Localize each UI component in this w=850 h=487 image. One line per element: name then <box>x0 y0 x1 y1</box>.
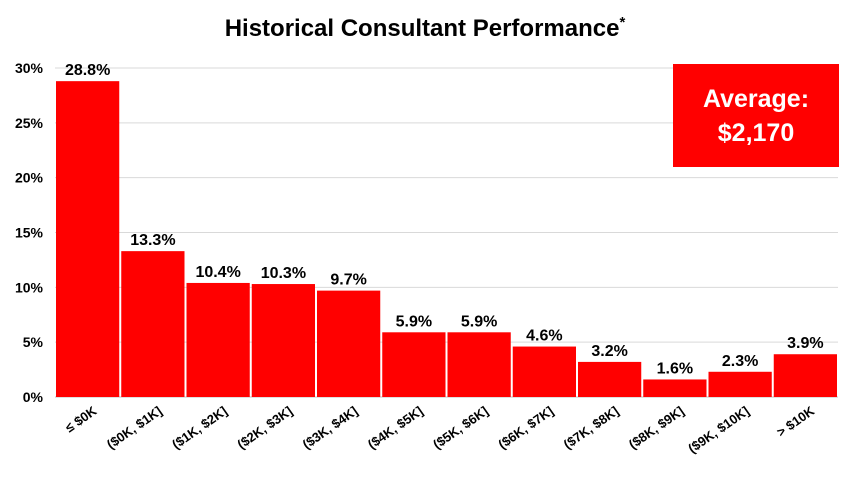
chart-title-text: Historical Consultant Performance <box>224 15 620 42</box>
bar <box>251 284 315 397</box>
data-label: 3.9% <box>787 335 823 352</box>
chart-title: Historical Consultant Performance* <box>0 14 850 43</box>
x-tick-label: ($9K, $10K] <box>685 403 752 456</box>
y-tick-label: 30% <box>15 60 44 76</box>
bar <box>121 251 185 397</box>
y-tick-label: 10% <box>15 279 44 295</box>
x-tick-label: ($1K, $2K] <box>169 403 230 452</box>
bar <box>56 81 120 397</box>
y-tick-label: 20% <box>15 170 44 186</box>
x-tick-label: ($0K, $1K] <box>104 403 165 452</box>
x-tick-label: ($7K, $8K] <box>561 403 622 452</box>
average-value: $2,170 <box>717 118 795 147</box>
x-tick-label: > $10K <box>774 403 818 440</box>
x-tick-label: ($4K, $5K] <box>365 403 426 452</box>
data-label: 5.9% <box>396 313 432 330</box>
x-tick-label: ≤ $0K <box>62 403 99 435</box>
data-label: 3.2% <box>591 343 627 360</box>
bar <box>773 354 837 397</box>
x-tick-label: ($5K, $6K] <box>430 403 491 452</box>
y-tick-label: 5% <box>23 334 44 350</box>
data-label: 28.8% <box>65 62 110 79</box>
x-tick-label: ($8K, $9K] <box>626 403 687 452</box>
bar <box>382 332 446 397</box>
bar <box>578 361 642 397</box>
bar <box>708 371 772 397</box>
average-label: Average: <box>702 84 810 113</box>
data-label: 5.9% <box>461 313 497 330</box>
data-label: 4.6% <box>526 328 562 345</box>
bar <box>447 332 511 397</box>
y-tick-label: 0% <box>23 389 44 405</box>
bar <box>643 379 707 397</box>
bar <box>512 346 576 397</box>
bar <box>186 282 250 397</box>
data-label: 10.3% <box>261 265 306 282</box>
y-tick-label: 25% <box>15 115 44 131</box>
data-label: 10.4% <box>195 264 240 281</box>
data-label: 13.3% <box>130 232 175 249</box>
x-tick-label: ($2K, $3K] <box>234 403 295 452</box>
y-tick-label: 15% <box>15 225 44 241</box>
x-tick-label: ($6K, $7K] <box>495 403 556 452</box>
bar <box>317 290 381 397</box>
data-label: 2.3% <box>722 353 758 370</box>
average-callout: Average: $2,170 <box>673 64 839 167</box>
x-tick-label: ($3K, $4K] <box>300 403 361 452</box>
chart-title-footnote-mark: * <box>619 14 626 31</box>
data-label: 9.7% <box>330 272 366 289</box>
data-label: 1.6% <box>657 360 693 377</box>
